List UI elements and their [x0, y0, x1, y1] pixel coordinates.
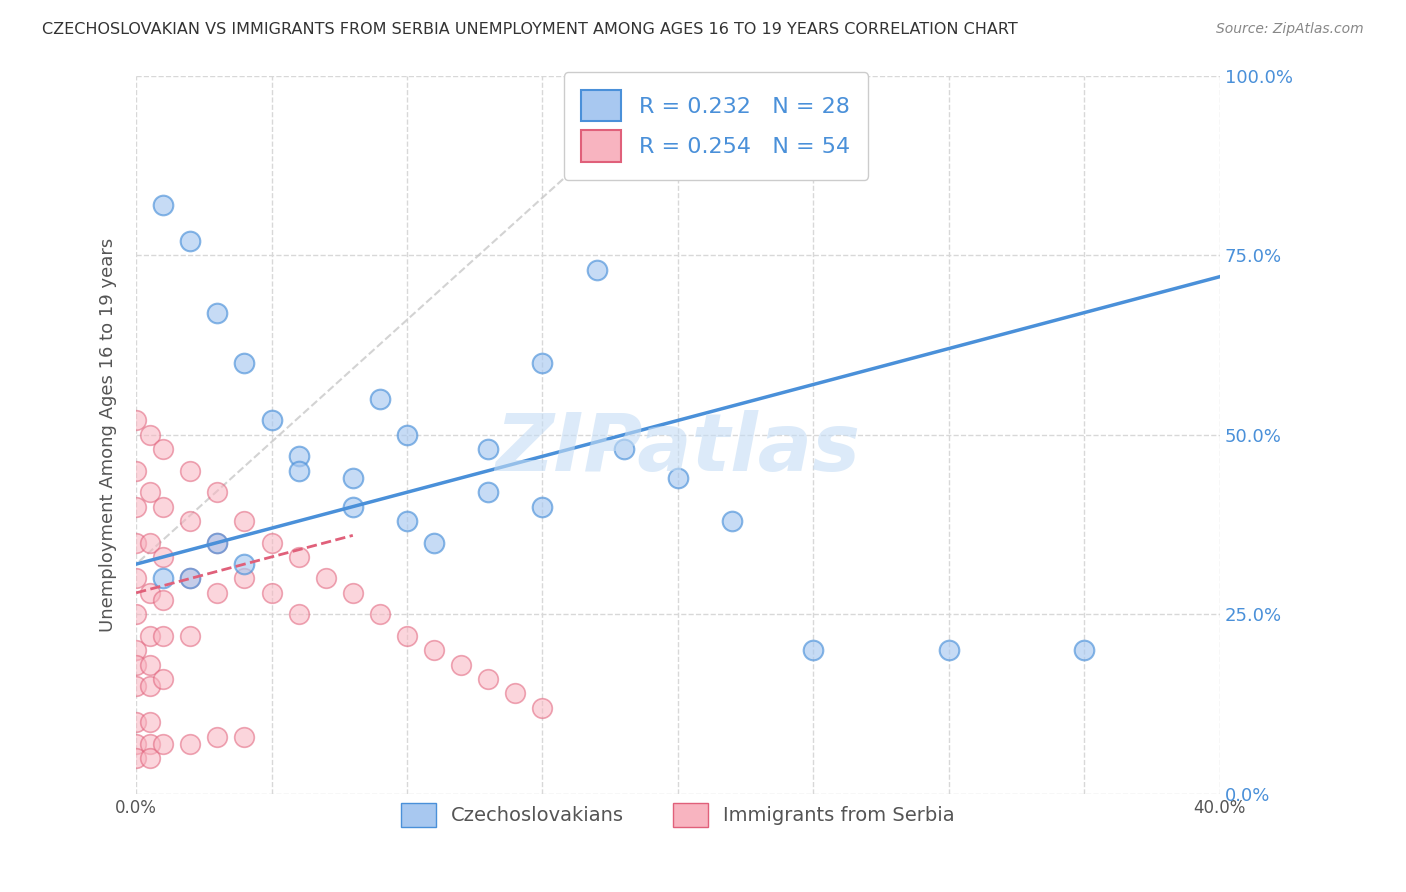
Point [477, 485, 499, 500]
Point [938, 643, 960, 657]
Legend: Czechoslovakians, Immigrants from Serbia: Czechoslovakians, Immigrants from Serbia [392, 796, 963, 835]
Point [666, 471, 689, 485]
Point [152, 672, 174, 686]
Point [125, 715, 148, 730]
Point [395, 514, 418, 528]
Point [368, 392, 391, 406]
Point [138, 657, 160, 672]
Point [368, 607, 391, 622]
Point [152, 549, 174, 564]
Point [287, 464, 309, 478]
Point [287, 450, 309, 464]
Text: CZECHOSLOVAKIAN VS IMMIGRANTS FROM SERBIA UNEMPLOYMENT AMONG AGES 16 TO 19 YEARS: CZECHOSLOVAKIAN VS IMMIGRANTS FROM SERBI… [42, 22, 1018, 37]
Point [138, 679, 160, 693]
Point [179, 737, 201, 751]
Point [233, 730, 256, 744]
Point [138, 751, 160, 765]
Point [207, 485, 229, 500]
Point [477, 442, 499, 457]
Point [395, 629, 418, 643]
Point [207, 535, 229, 549]
Point [207, 535, 229, 549]
Point [613, 442, 636, 457]
Point [477, 672, 499, 686]
Point [125, 607, 148, 622]
Point [152, 442, 174, 457]
Point [233, 557, 256, 571]
Point [450, 657, 472, 672]
Point [342, 471, 364, 485]
Point [315, 572, 337, 586]
Point [721, 514, 744, 528]
Point [138, 737, 160, 751]
Point [152, 198, 174, 212]
Point [179, 572, 201, 586]
Point [125, 413, 148, 427]
Point [531, 500, 554, 514]
Point [423, 535, 446, 549]
Point [531, 356, 554, 370]
Point [138, 715, 160, 730]
Point [179, 514, 201, 528]
Point [138, 629, 160, 643]
Point [207, 730, 229, 744]
Point [801, 643, 824, 657]
Point [233, 572, 256, 586]
Point [585, 262, 607, 277]
Point [138, 485, 160, 500]
Point [207, 305, 229, 319]
Point [125, 643, 148, 657]
Point [260, 535, 283, 549]
Point [1073, 643, 1095, 657]
Point [287, 549, 309, 564]
Point [531, 701, 554, 715]
Point [125, 464, 148, 478]
Point [125, 657, 148, 672]
Point [152, 593, 174, 607]
Point [125, 500, 148, 514]
Point [152, 629, 174, 643]
Point [342, 500, 364, 514]
Point [179, 464, 201, 478]
Point [179, 572, 201, 586]
Point [179, 629, 201, 643]
Point [207, 586, 229, 600]
Text: ZIPatlas: ZIPatlas [495, 410, 860, 488]
Point [138, 427, 160, 442]
Point [423, 643, 446, 657]
Point [505, 686, 527, 700]
Point [233, 514, 256, 528]
Y-axis label: Unemployment Among Ages 16 to 19 years: Unemployment Among Ages 16 to 19 years [100, 237, 117, 632]
Point [138, 535, 160, 549]
Point [287, 607, 309, 622]
Point [179, 234, 201, 248]
Point [125, 572, 148, 586]
Point [233, 356, 256, 370]
Point [125, 679, 148, 693]
Point [152, 572, 174, 586]
Point [342, 586, 364, 600]
Point [125, 535, 148, 549]
Point [395, 427, 418, 442]
Point [260, 586, 283, 600]
Point [125, 737, 148, 751]
Text: Source: ZipAtlas.com: Source: ZipAtlas.com [1216, 22, 1364, 37]
Point [152, 737, 174, 751]
Point [125, 751, 148, 765]
Point [138, 586, 160, 600]
Point [260, 413, 283, 427]
Point [152, 500, 174, 514]
